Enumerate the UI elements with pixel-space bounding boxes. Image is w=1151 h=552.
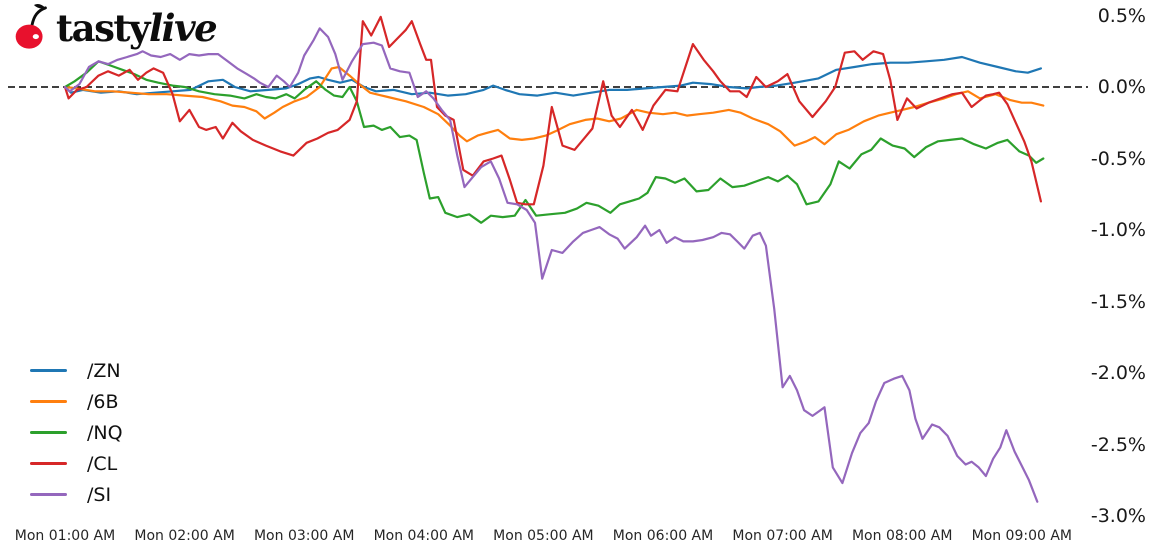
series-line-si (63, 27, 1039, 503)
series-line-nq (63, 60, 1045, 224)
legend-swatch-zn (30, 369, 67, 372)
legend-item-nq: /NQ (30, 417, 123, 448)
x-axis-tick-label: Mon 07:00 AM (732, 528, 833, 544)
legend-label: /ZN (87, 359, 121, 382)
series-group (63, 15, 1045, 503)
legend-label: /NQ (87, 421, 123, 444)
legend-swatch-6b (30, 400, 67, 403)
legend-swatch-nq (30, 431, 67, 434)
chart-legend: /ZN /6B /NQ /CL /SI (30, 355, 123, 510)
y-axis-tick-label: -2.5% (1090, 433, 1146, 456)
x-axis-tick-label: Mon 03:00 AM (253, 528, 355, 544)
y-axis-tick-label: -1.0% (1090, 219, 1146, 241)
x-axis-tick-label: Mon 08:00 AM (851, 528, 953, 544)
cherry-icon (15, 4, 47, 49)
x-axis-tick-label: Mon 01:00 AM (14, 528, 116, 544)
x-axis-tick-label: Mon 06:00 AM (612, 528, 714, 544)
y-axis-tick-label: -1.5% (1090, 290, 1146, 313)
legend-swatch-si (30, 493, 67, 496)
logo-text-italic: live (149, 6, 218, 50)
x-axis-tick-label: Mon 09:00 AM (971, 528, 1073, 544)
logo-text-regular: tasty (56, 6, 151, 50)
legend-swatch-cl (30, 462, 67, 465)
legend-label: /SI (87, 483, 112, 506)
logo-text: tastylive (56, 4, 218, 52)
y-axis-tick-label: -2.0% (1090, 362, 1146, 384)
x-axis-tick-label: Mon 04:00 AM (373, 528, 475, 544)
legend-label: /CL (87, 452, 118, 475)
series-line-zn (63, 55, 1043, 97)
legend-item-cl: /CL (30, 448, 123, 479)
y-axis-tick-label: -3.0% (1090, 505, 1146, 527)
y-axis-tick-label: 0.5% (1097, 4, 1146, 27)
legend-item-zn: /ZN (30, 355, 123, 386)
legend-item-6b: /6B (30, 386, 123, 417)
y-axis-tick-label: -0.5% (1090, 147, 1146, 170)
legend-item-si: /SI (30, 479, 123, 510)
x-axis-tick-label: Mon 05:00 AM (493, 528, 594, 544)
tastylive-logo: tastylive (8, 3, 218, 53)
y-axis-tick-label: 0.0% (1097, 76, 1146, 98)
x-axis-tick-label: Mon 02:00 AM (134, 528, 235, 544)
series-line-6b (63, 65, 1045, 147)
legend-label: /6B (87, 390, 119, 413)
series-line-cl (63, 15, 1043, 206)
